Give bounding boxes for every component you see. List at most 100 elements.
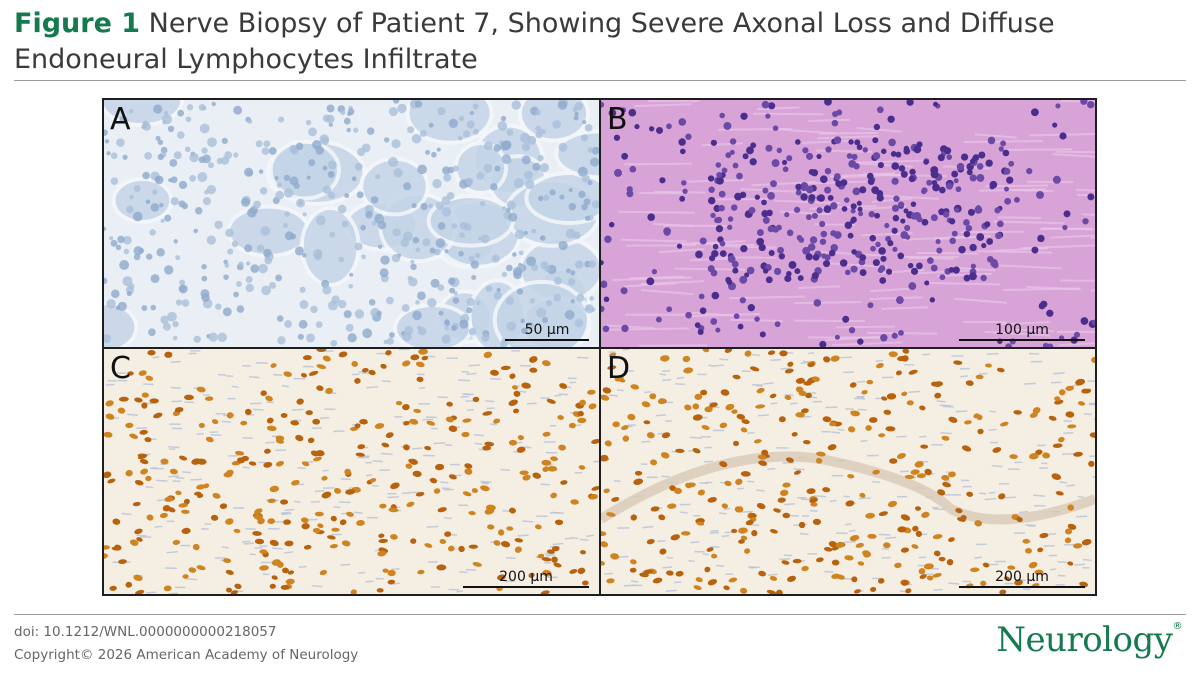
stained-cell (316, 349, 327, 353)
stained-cell (233, 528, 241, 534)
cell (391, 139, 401, 149)
stroma (608, 394, 618, 397)
cell (148, 328, 156, 337)
stained-cell (782, 512, 791, 519)
nucleus (707, 265, 715, 273)
cell (224, 262, 230, 268)
cell (468, 255, 475, 262)
cell (294, 246, 304, 256)
cell (559, 194, 565, 200)
stroma (829, 499, 837, 503)
stroma (412, 447, 423, 450)
stained-cell (973, 413, 980, 419)
stained-cell (1059, 389, 1066, 396)
stained-cell (181, 509, 190, 514)
stained-cell (829, 421, 837, 427)
stroma (136, 534, 147, 537)
cell (568, 202, 577, 211)
stroma (353, 511, 363, 514)
cell (283, 174, 291, 182)
cell (505, 296, 515, 306)
fiber (641, 289, 694, 296)
cell (245, 276, 253, 283)
stroma (662, 378, 672, 382)
stroma (456, 590, 464, 593)
stained-cell (569, 569, 578, 574)
scale-bar-line (959, 339, 1085, 341)
stained-cell (1034, 569, 1044, 575)
cell (222, 307, 232, 317)
stained-cell (756, 502, 766, 510)
nucleus (805, 214, 812, 221)
stained-cell (175, 490, 182, 496)
stroma (314, 490, 325, 493)
stained-cell (254, 508, 263, 514)
cell (115, 244, 122, 250)
stained-cell (782, 482, 791, 488)
nucleus (963, 219, 970, 226)
stroma (545, 554, 555, 557)
cell (591, 307, 596, 312)
cell (531, 228, 537, 234)
cell (524, 170, 533, 180)
cell (149, 229, 156, 236)
cell (441, 334, 451, 344)
nucleus (678, 118, 687, 126)
stained-cell (521, 382, 531, 389)
nucleus (777, 246, 784, 254)
cell (458, 115, 465, 122)
stroma (570, 536, 579, 540)
stroma (249, 376, 260, 379)
cell (480, 234, 490, 244)
stained-cell (769, 393, 777, 399)
stained-cell (579, 399, 586, 406)
stroma (688, 559, 695, 563)
cell (172, 320, 179, 328)
stained-cell (377, 550, 387, 557)
stained-cell (617, 377, 626, 383)
stroma (241, 540, 251, 543)
stained-cell (361, 367, 369, 373)
stained-cell (508, 439, 518, 446)
nucleus (710, 139, 717, 146)
cell (354, 162, 363, 171)
stroma (642, 525, 654, 529)
cell (193, 228, 199, 234)
cell (201, 105, 207, 111)
nucleus (980, 274, 987, 282)
stained-cell (965, 380, 974, 386)
fiber (825, 335, 881, 342)
stained-cell (900, 547, 910, 553)
stained-cell (281, 567, 289, 574)
nucleus (793, 206, 801, 214)
stained-cell (849, 382, 857, 388)
cell (434, 248, 441, 256)
stained-cell (851, 576, 858, 583)
stained-cell (270, 363, 277, 368)
stained-cell (146, 514, 154, 521)
stained-cell (758, 460, 768, 466)
nucleus (851, 249, 857, 255)
stained-cell (1039, 532, 1049, 539)
nucleus (1003, 167, 1011, 175)
stained-cell (1052, 443, 1063, 448)
stroma (679, 511, 688, 514)
stroma (419, 386, 426, 390)
stained-cell (803, 381, 812, 386)
stroma (284, 551, 293, 554)
stained-cell (472, 561, 482, 567)
stained-cell (327, 535, 336, 540)
nucleus (825, 146, 832, 153)
cell (117, 235, 125, 244)
cell (302, 253, 307, 258)
stained-cell (497, 529, 505, 536)
stained-cell (164, 351, 173, 358)
stained-cell (919, 405, 926, 411)
cell (356, 191, 364, 199)
stained-cell (265, 395, 273, 402)
nucleus (994, 207, 1001, 214)
nucleus (707, 196, 716, 205)
stained-cell (553, 562, 562, 568)
stroma (832, 431, 841, 434)
nucleus (1052, 122, 1058, 128)
